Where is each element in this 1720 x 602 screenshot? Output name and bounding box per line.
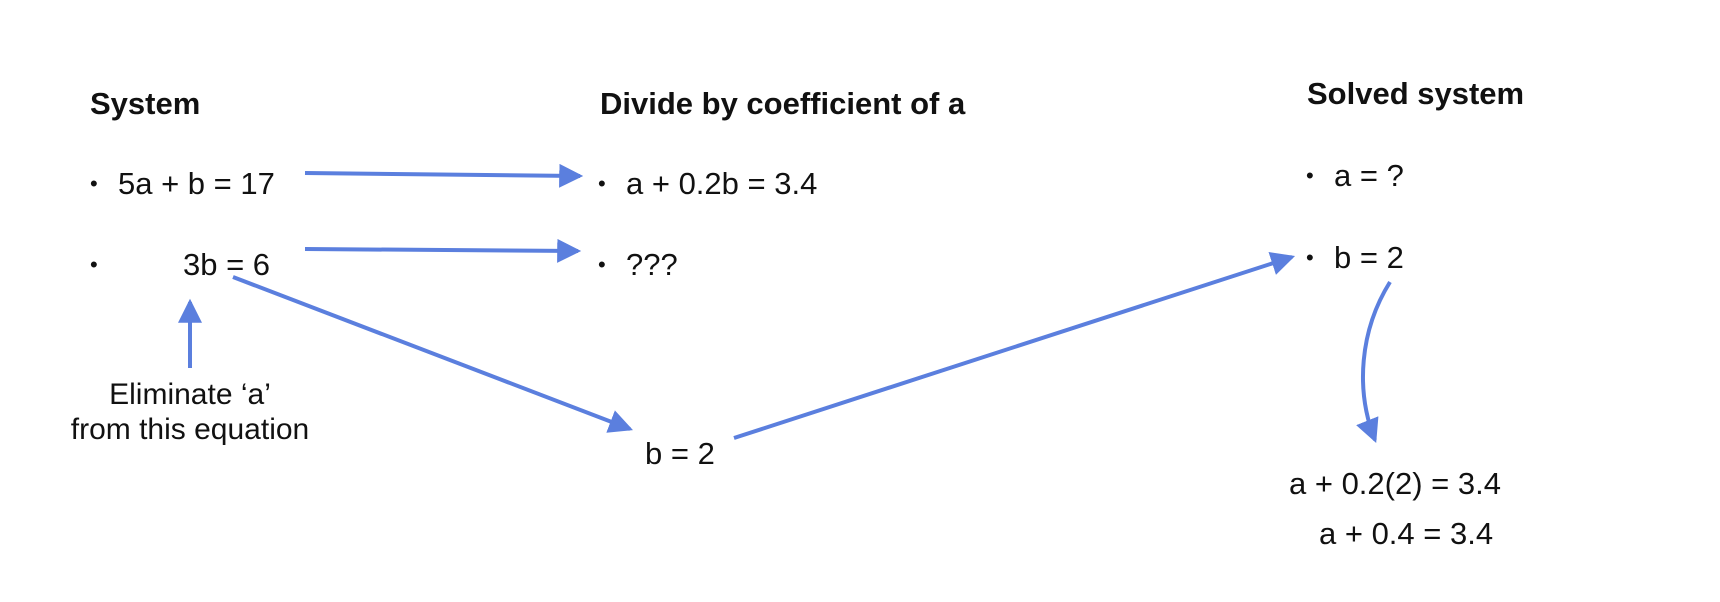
- bullet-divide-eq2: •: [598, 252, 606, 277]
- system-heading: System: [90, 86, 201, 121]
- solved-heading: Solved system: [1307, 76, 1525, 111]
- eliminate-note-line-2: from this equation: [70, 413, 310, 447]
- middle-result: b = 2: [645, 436, 715, 471]
- arrow-eq2-to-middle-result: [232, 275, 633, 433]
- substitution-step-2: a + 0.4 = 3.4: [1319, 516, 1494, 551]
- eliminate-note: Eliminate ‘a’ from this equation: [50, 377, 330, 448]
- divide-equation-1: a + 0.2b = 3.4: [626, 166, 818, 201]
- substitution-step-1: a + 0.2(2) = 3.4: [1289, 466, 1501, 501]
- arrow-middle-result-to-solved-eq2: [733, 252, 1296, 440]
- bullet-system-eq2: •: [90, 252, 98, 277]
- arrow-solved-eq2-to-substitution: [1356, 280, 1392, 443]
- bullet-system-eq1: •: [90, 171, 98, 196]
- arrow-system-eq1-to-divide-eq1: [304, 163, 584, 188]
- solved-equation-1: a = ?: [1334, 158, 1404, 193]
- system-equation-2: 3b = 6: [183, 247, 271, 282]
- system-equation-1: 5a + b = 17: [118, 166, 275, 201]
- divide-equation-2: ???: [626, 247, 678, 282]
- bullet-divide-eq1: •: [598, 171, 606, 196]
- bullet-solved-eq2: •: [1306, 245, 1314, 270]
- bullet-solved-eq1: •: [1306, 163, 1314, 188]
- eliminate-note-line-1: Eliminate ‘a’: [109, 378, 271, 411]
- solved-equation-2: b = 2: [1334, 240, 1404, 275]
- divide-heading: Divide by coefficient of a: [600, 86, 966, 121]
- arrow-system-eq2-to-divide-eq2: [304, 238, 582, 263]
